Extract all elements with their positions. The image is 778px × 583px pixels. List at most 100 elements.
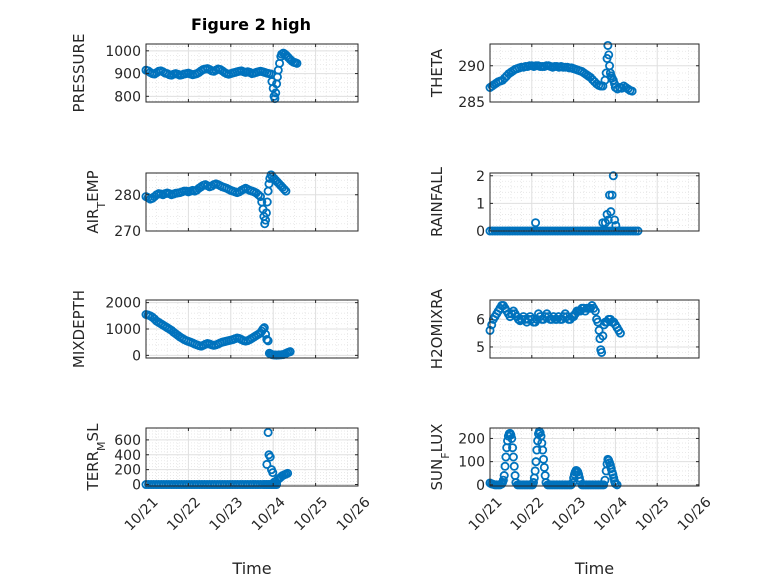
plot-area xyxy=(490,173,699,231)
y-axis-label: THETA xyxy=(428,48,446,98)
y-tick-label: 1 xyxy=(476,196,485,212)
data-point xyxy=(627,86,637,96)
y-tick-label: 2 xyxy=(476,169,485,185)
data-point xyxy=(262,459,272,469)
series-markers xyxy=(485,426,622,490)
subplot-rainfall: 0 1 2 RAINFALL xyxy=(428,166,700,240)
subplot-h2omixra: 5 6 H2OMIXRA xyxy=(428,288,700,369)
x-axis-label: Time xyxy=(231,559,271,578)
data-point xyxy=(509,461,519,471)
y-axis-label: MIXDEPTH xyxy=(70,290,88,368)
x-tick-label: 10/24 xyxy=(249,494,289,534)
data-point xyxy=(610,215,620,225)
axes-box xyxy=(145,172,359,232)
data-point xyxy=(255,192,265,202)
subplot-sun_flux: 10/21 10/22 10/23 10/24 10/25 10/26 0 100 200 SUN… xyxy=(428,424,715,578)
y-tick-label: 900 xyxy=(114,67,141,83)
data-point xyxy=(531,457,541,467)
axes-box xyxy=(145,43,359,103)
data-point xyxy=(265,452,275,462)
data-point xyxy=(608,171,618,181)
data-point xyxy=(499,471,509,481)
y-axis-label: RAINFALL xyxy=(428,166,446,237)
x-tick-label: 10/25 xyxy=(291,494,331,534)
data-point xyxy=(607,190,617,200)
data-point xyxy=(253,190,263,200)
y-tick-label: 1000 xyxy=(105,44,141,60)
data-point xyxy=(507,433,517,443)
data-point xyxy=(271,88,281,98)
y-tick-label: 600 xyxy=(114,433,141,449)
data-point xyxy=(604,50,614,60)
subplot-terr_msl: 10/21 10/22 10/23 10/24 10/25 10/26 0200400600… xyxy=(84,423,374,578)
x-tick-label: 10/24 xyxy=(591,494,631,534)
axes-box xyxy=(489,299,700,359)
data-point xyxy=(263,336,273,346)
data-point xyxy=(508,452,518,462)
data-point xyxy=(260,219,270,229)
y-tick-label: 100 xyxy=(458,455,485,471)
series-markers xyxy=(141,170,291,229)
subplot-mixdepth: 0 1000 2000 MIXDEPTH xyxy=(70,290,359,368)
data-point xyxy=(498,475,508,485)
data-point xyxy=(603,215,613,225)
data-point xyxy=(531,218,541,228)
data-point xyxy=(279,184,289,194)
data-point xyxy=(606,207,616,217)
data-point xyxy=(262,335,272,345)
y-axis-label: PRESSURE xyxy=(70,34,88,113)
x-tick-label: 10/26 xyxy=(675,494,715,534)
data-point xyxy=(539,462,549,472)
y-tick-label: 0 xyxy=(132,478,141,494)
data-point xyxy=(281,186,291,196)
data-point xyxy=(285,347,295,357)
x-tick-label: 10/21 xyxy=(466,494,506,534)
data-point xyxy=(500,461,510,471)
data-point xyxy=(538,445,548,455)
y-tick-label: 0 xyxy=(476,224,485,240)
x-tick-label: 10/21 xyxy=(122,494,162,534)
x-axis-label: Time xyxy=(574,559,614,578)
data-point xyxy=(598,331,608,341)
y-tick-label: 0 xyxy=(132,348,141,364)
series-markers xyxy=(485,301,625,357)
y-tick-label: 200 xyxy=(114,463,141,479)
series-markers xyxy=(141,48,302,104)
axes-box xyxy=(489,427,700,487)
data-point xyxy=(530,466,540,476)
axes-box xyxy=(145,427,359,487)
series-markers xyxy=(141,427,293,490)
data-point xyxy=(261,208,271,218)
x-tick-label: 10/26 xyxy=(334,494,374,534)
y-tick-label: 5 xyxy=(476,340,485,356)
y-tick-label: 0 xyxy=(476,478,485,494)
data-point xyxy=(599,480,609,490)
data-point xyxy=(292,58,302,68)
y-tick-label: 6 xyxy=(476,312,485,328)
axes-box xyxy=(489,172,700,232)
data-point xyxy=(590,306,600,316)
data-point xyxy=(597,347,607,357)
data-point xyxy=(268,468,278,478)
figure-title: Figure 2 high xyxy=(191,15,311,34)
data-point xyxy=(487,320,497,330)
y-tick-label: 400 xyxy=(114,448,141,464)
y-axis-label: H2OMIXRA xyxy=(428,288,446,369)
subplot-air_temp: 270 280 AIRTEMP xyxy=(84,170,359,240)
y-tick-label: 200 xyxy=(458,431,485,447)
y-tick-label: 270 xyxy=(114,224,141,240)
y-tick-label: 290 xyxy=(458,59,485,75)
y-tick-label: 800 xyxy=(114,89,141,105)
data-point xyxy=(612,480,622,490)
y-axis-label: AIRTEMP xyxy=(84,170,108,233)
axes-box xyxy=(489,43,700,103)
x-tick-label: 10/25 xyxy=(633,494,673,534)
y-tick-label: 280 xyxy=(114,188,141,204)
y-axis-label: TERRMSL xyxy=(84,423,108,492)
x-tick-label: 10/22 xyxy=(164,494,204,534)
x-tick-label: 10/23 xyxy=(549,494,589,534)
subplot-pressure: 800 900 1000 PRESSURE xyxy=(70,34,359,113)
y-tick-label: 2000 xyxy=(105,296,141,312)
